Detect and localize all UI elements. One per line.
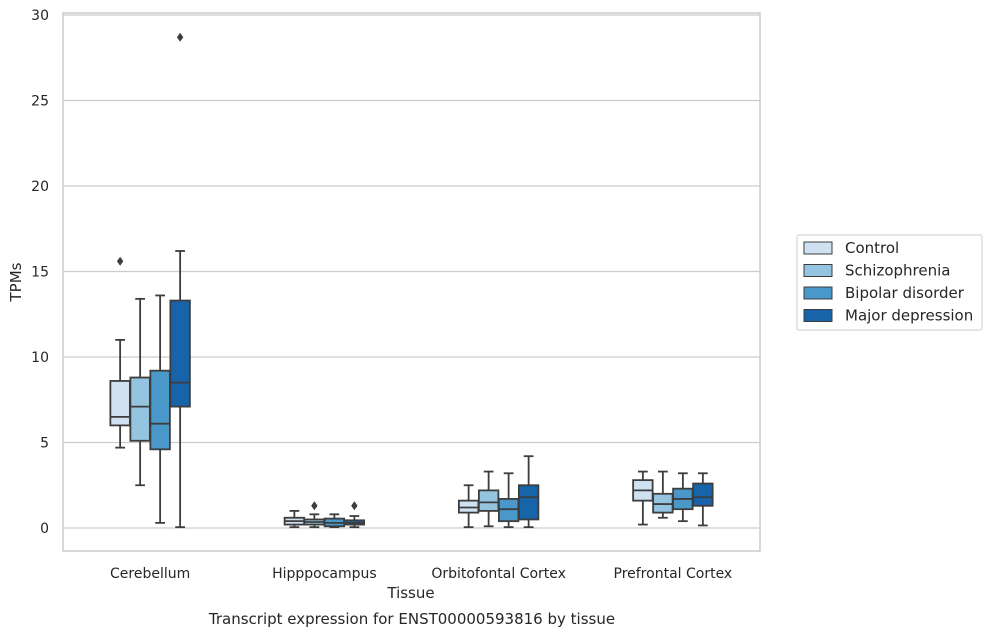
- box-0-0: [109, 256, 131, 449]
- legend-frame: [796, 234, 983, 331]
- legend: Control Schizophrenia Bipolar disorder Majo…: [796, 234, 983, 331]
- box-marks: [109, 32, 714, 529]
- plot-frame: [62, 12, 761, 552]
- x-tick-label: Hipppocampus: [272, 566, 377, 582]
- box-0-1: [129, 297, 151, 487]
- box-2-0: [457, 484, 480, 529]
- legend-swatch: [803, 264, 833, 277]
- outlier-point: [176, 32, 184, 42]
- y-tick-label: 25: [31, 94, 49, 110]
- box-1-0: [283, 509, 306, 529]
- box-1-2: [323, 513, 346, 529]
- box-3-3: [692, 472, 714, 527]
- iqr-box: [477, 489, 500, 512]
- legend-label: Major depression: [845, 307, 973, 325]
- x-tick-label: Orbitofontal Cortex: [431, 566, 566, 582]
- outlier-point: [311, 501, 318, 511]
- y-axis-title: TPMs: [7, 262, 25, 302]
- y-tick-label: 5: [40, 436, 49, 452]
- box-2-2: [497, 472, 520, 529]
- legend-label: Schizophrenia: [845, 262, 950, 280]
- legend-label: Control: [845, 239, 899, 257]
- y-tick-label: 15: [31, 265, 49, 281]
- box-0-2: [149, 294, 171, 524]
- figure-caption: Transcript expression for ENST0000059381…: [208, 610, 616, 628]
- legend-swatch: [803, 286, 833, 300]
- legend-label: Bipolar disorder: [845, 284, 965, 302]
- box-3-2: [672, 472, 694, 523]
- box-3-0: [632, 470, 654, 526]
- box-0-3: [169, 32, 191, 529]
- y-tick-label: 30: [31, 8, 49, 24]
- iqr-box: [517, 484, 540, 521]
- y-tick-label: 0: [40, 521, 49, 537]
- x-axis-title: Tissue: [386, 584, 434, 602]
- box-2-1: [477, 470, 500, 528]
- y-tick-label: 10: [31, 350, 49, 366]
- iqr-box: [109, 380, 131, 427]
- tick-labels: 0 5 10 15 20 25 30 Cerebellum Hipppocampus Orbito…: [31, 8, 732, 582]
- box-1-1: [303, 501, 326, 529]
- y-tick-label: 20: [31, 179, 49, 195]
- gridlines: [63, 14, 760, 529]
- iqr-box: [129, 376, 151, 442]
- x-tick-label: Cerebellum: [110, 566, 190, 582]
- x-tick-label: Prefrontal Cortex: [614, 566, 733, 582]
- iqr-box: [692, 482, 714, 507]
- box-1-3: [343, 501, 366, 529]
- box-2-3: [517, 455, 540, 529]
- legend-swatch: [803, 309, 833, 322]
- legend-swatch: [803, 241, 833, 255]
- outlier-point: [116, 256, 124, 266]
- iqr-box: [169, 299, 191, 408]
- outlier-point: [351, 501, 358, 511]
- box-3-1: [652, 470, 674, 519]
- iqr-box: [149, 369, 171, 451]
